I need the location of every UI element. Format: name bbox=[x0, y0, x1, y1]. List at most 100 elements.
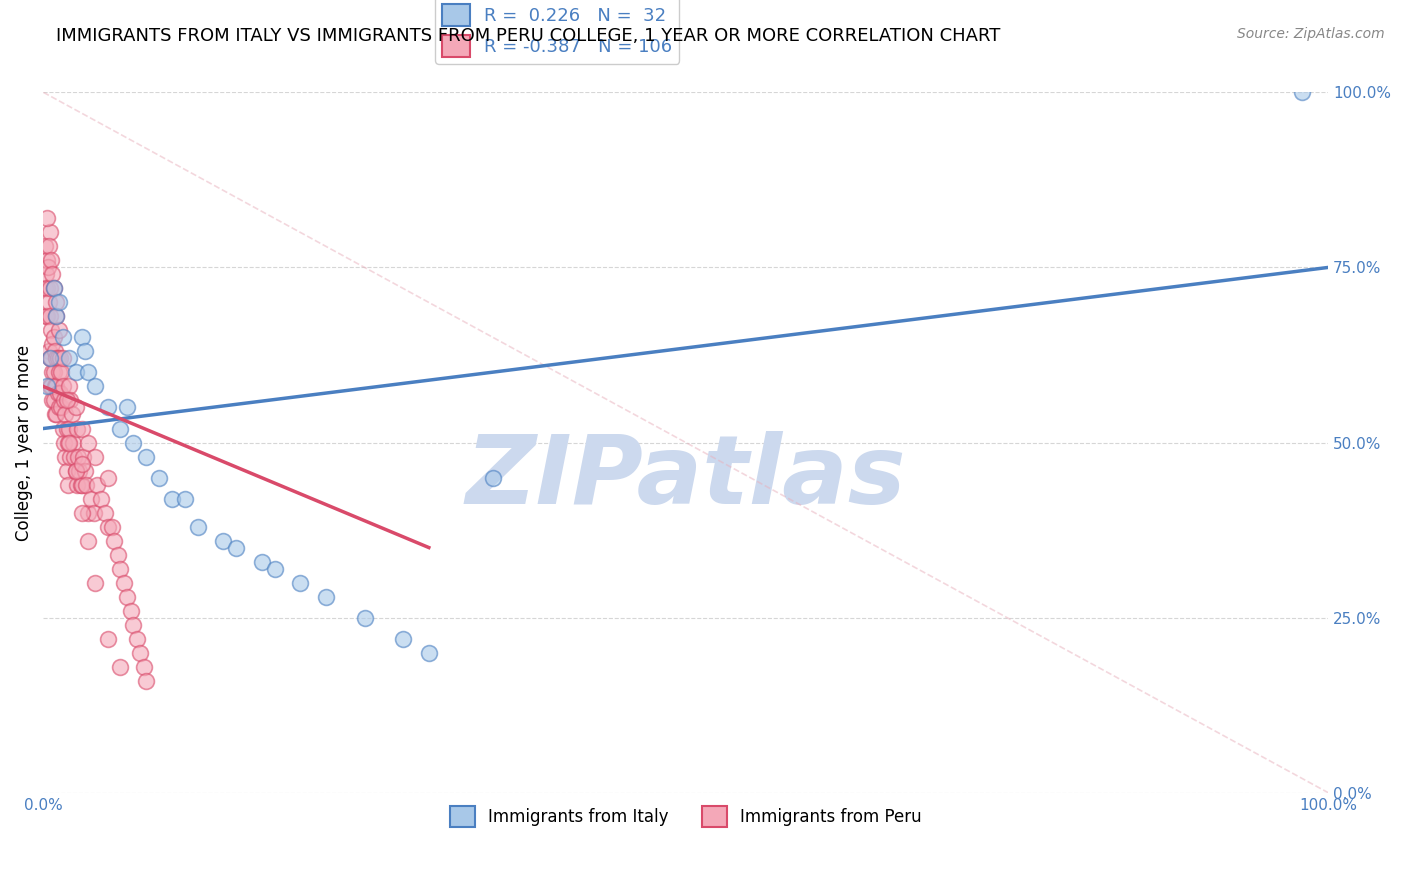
Point bbox=[49, 386, 72, 401]
Point bbox=[48, 401, 70, 415]
Point bbox=[73, 344, 96, 359]
Point bbox=[58, 421, 80, 435]
Point bbox=[58, 351, 80, 366]
Point bbox=[44, 344, 66, 359]
Point bbox=[38, 281, 60, 295]
Point bbox=[70, 457, 93, 471]
Point bbox=[35, 253, 58, 268]
Point bbox=[250, 555, 273, 569]
Point bbox=[69, 477, 91, 491]
Point bbox=[66, 421, 89, 435]
Point bbox=[110, 421, 132, 435]
Point bbox=[41, 366, 63, 380]
Point bbox=[103, 533, 125, 548]
Legend: Immigrants from Italy, Immigrants from Peru: Immigrants from Italy, Immigrants from P… bbox=[443, 799, 928, 833]
Point bbox=[41, 337, 63, 351]
Point bbox=[83, 506, 105, 520]
Point bbox=[132, 659, 155, 673]
Point bbox=[392, 632, 415, 646]
Point bbox=[60, 408, 83, 422]
Point bbox=[38, 226, 60, 240]
Point bbox=[263, 561, 285, 575]
Point bbox=[77, 435, 100, 450]
Point bbox=[46, 351, 69, 366]
Point bbox=[51, 366, 73, 380]
Point bbox=[135, 673, 157, 688]
Point bbox=[212, 533, 235, 548]
Point bbox=[52, 330, 75, 344]
Point bbox=[45, 408, 67, 422]
Point bbox=[160, 491, 183, 506]
Point bbox=[67, 450, 90, 464]
Point bbox=[290, 575, 312, 590]
Point bbox=[83, 379, 105, 393]
Point bbox=[42, 281, 65, 295]
Text: Source: ZipAtlas.com: Source: ZipAtlas.com bbox=[1237, 27, 1385, 41]
Point bbox=[38, 239, 60, 253]
Point bbox=[53, 450, 76, 464]
Point bbox=[38, 310, 60, 324]
Point bbox=[115, 401, 138, 415]
Point bbox=[110, 561, 132, 575]
Point bbox=[115, 590, 138, 604]
Point bbox=[65, 463, 87, 477]
Point bbox=[70, 477, 93, 491]
Point bbox=[59, 393, 82, 408]
Point bbox=[41, 268, 63, 282]
Point bbox=[97, 632, 120, 646]
Point bbox=[482, 470, 505, 484]
Point bbox=[58, 379, 80, 393]
Point bbox=[55, 463, 77, 477]
Point bbox=[35, 268, 58, 282]
Point bbox=[127, 632, 149, 646]
Point bbox=[83, 575, 105, 590]
Point bbox=[38, 295, 60, 310]
Point bbox=[56, 435, 79, 450]
Point bbox=[37, 379, 59, 393]
Point bbox=[225, 541, 247, 555]
Point bbox=[1291, 86, 1313, 100]
Point bbox=[42, 393, 65, 408]
Point bbox=[37, 310, 59, 324]
Point bbox=[77, 366, 100, 380]
Point bbox=[39, 351, 62, 366]
Point bbox=[34, 239, 56, 253]
Point bbox=[418, 646, 440, 660]
Point bbox=[35, 310, 58, 324]
Point bbox=[86, 477, 108, 491]
Point bbox=[42, 281, 65, 295]
Point bbox=[67, 463, 90, 477]
Point bbox=[65, 401, 87, 415]
Point bbox=[63, 450, 86, 464]
Point bbox=[44, 379, 66, 393]
Point bbox=[51, 401, 73, 415]
Point bbox=[38, 351, 60, 366]
Point bbox=[62, 435, 84, 450]
Point bbox=[77, 533, 100, 548]
Text: ZIPatlas: ZIPatlas bbox=[465, 431, 905, 524]
Point bbox=[48, 295, 70, 310]
Point bbox=[52, 393, 75, 408]
Point bbox=[39, 323, 62, 337]
Text: IMMIGRANTS FROM ITALY VS IMMIGRANTS FROM PERU COLLEGE, 1 YEAR OR MORE CORRELATIO: IMMIGRANTS FROM ITALY VS IMMIGRANTS FROM… bbox=[56, 27, 1001, 45]
Point bbox=[55, 393, 77, 408]
Point bbox=[77, 506, 100, 520]
Point bbox=[353, 610, 375, 624]
Point bbox=[37, 281, 59, 295]
Point bbox=[52, 351, 75, 366]
Point bbox=[110, 659, 132, 673]
Point bbox=[52, 379, 75, 393]
Point bbox=[45, 379, 67, 393]
Y-axis label: College, 1 year or more: College, 1 year or more bbox=[15, 344, 32, 541]
Point bbox=[70, 506, 93, 520]
Point bbox=[135, 450, 157, 464]
Point bbox=[97, 519, 120, 533]
Point bbox=[44, 408, 66, 422]
Point bbox=[55, 421, 77, 435]
Point bbox=[37, 260, 59, 275]
Point bbox=[97, 470, 120, 484]
Point bbox=[52, 421, 75, 435]
Point bbox=[65, 463, 87, 477]
Point bbox=[48, 323, 70, 337]
Point bbox=[128, 646, 150, 660]
